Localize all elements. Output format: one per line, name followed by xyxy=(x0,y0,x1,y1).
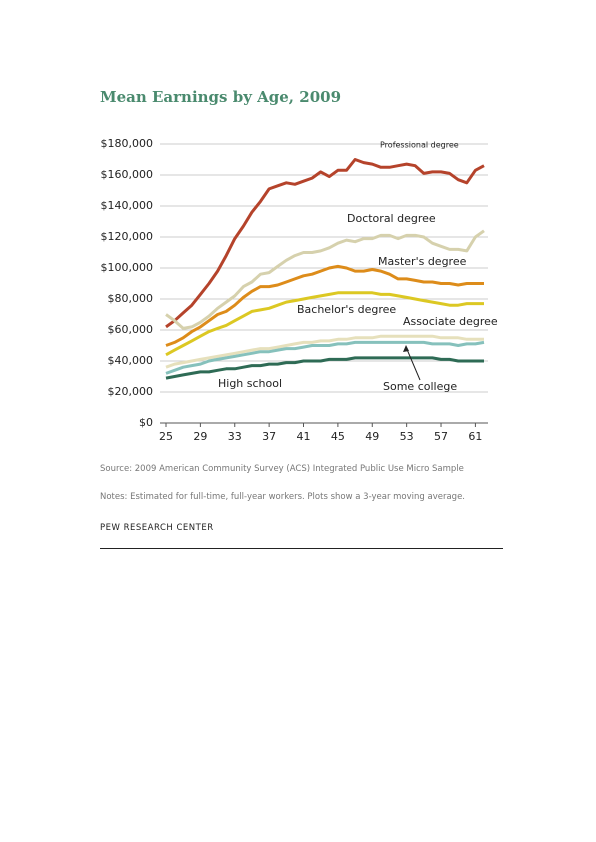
series-line xyxy=(165,291,484,357)
chart-title: Mean Earnings by Age, 2009 xyxy=(100,88,341,106)
arrow-head xyxy=(403,345,409,352)
y-tick-label: $140,000 xyxy=(101,199,154,212)
y-tick-label: $160,000 xyxy=(101,168,154,181)
notes: Notes: Estimated for full-time, full-yea… xyxy=(100,492,466,502)
x-tick-label: 29 xyxy=(193,430,207,443)
x-tick-label: 53 xyxy=(400,430,414,443)
series-label: Bachelor's degree xyxy=(297,303,396,316)
y-tick-label: $0 xyxy=(139,416,153,429)
x-tick-label: 33 xyxy=(228,430,242,443)
series-label: Professional degree xyxy=(380,141,459,150)
series-label: High school xyxy=(218,377,282,390)
labels: Professional degree Doctoral degree Master… xyxy=(218,141,498,394)
source: Source: 2009 American Community Survey (… xyxy=(100,464,464,474)
y-tick-label: $100,000 xyxy=(101,261,154,274)
series-label: Associate degree xyxy=(403,315,498,328)
series-line xyxy=(165,264,484,347)
x-tick-label: 45 xyxy=(331,430,345,443)
arrow xyxy=(405,346,421,381)
series-label: Some college xyxy=(383,380,457,393)
series-line xyxy=(165,356,484,380)
series-label: Master's degree xyxy=(378,255,467,268)
series-line xyxy=(165,229,485,330)
organization: PEW RESEARCH CENTER xyxy=(100,523,214,533)
series-line xyxy=(165,340,485,375)
rule xyxy=(100,548,503,549)
lines xyxy=(165,158,485,380)
x-tick-label: 41 xyxy=(297,430,311,443)
y-tick-label: $60,000 xyxy=(108,323,154,336)
y-tick-label: $40,000 xyxy=(108,354,154,367)
x-tick-label: 61 xyxy=(468,430,482,443)
series-label: Doctoral degree xyxy=(347,212,436,225)
series-line xyxy=(165,158,485,329)
y-tick-label: $180,000 xyxy=(101,137,154,150)
y-tick-label: $20,000 xyxy=(108,385,154,398)
x-tick-label: 25 xyxy=(159,430,173,443)
chart: Mean Earnings by Age, 2009 $0 $20,000 $40,… xyxy=(100,88,498,443)
grid: $0 $20,000 $40,000 $60,000 $80,000 $100,000 $1… xyxy=(101,137,488,443)
y-tick-label: $80,000 xyxy=(108,292,154,305)
series-line xyxy=(165,334,484,369)
x-tick-label: 49 xyxy=(365,430,379,443)
x-tick-label: 57 xyxy=(434,430,448,443)
y-tick-label: $120,000 xyxy=(101,230,154,243)
x-tick-label: 37 xyxy=(262,430,276,443)
